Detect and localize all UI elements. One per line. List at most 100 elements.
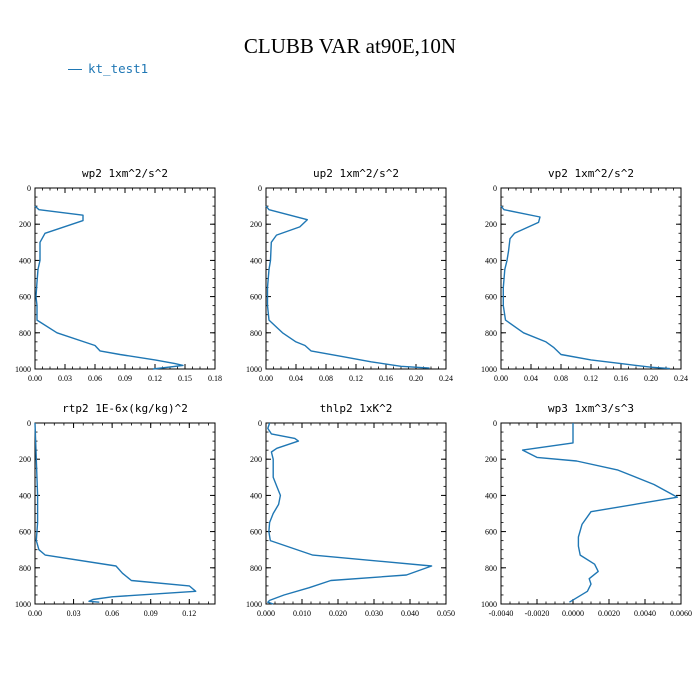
y-tick-label: 0 xyxy=(493,419,497,428)
y-tick-label: 400 xyxy=(485,491,497,500)
legend-label: kt_test1 xyxy=(88,61,149,76)
x-tick-label: 0.12 xyxy=(182,609,196,618)
x-tick-label: 0.12 xyxy=(349,374,363,383)
x-tick-label: 0.24 xyxy=(439,374,453,383)
y-tick-label: 800 xyxy=(250,329,262,338)
x-tick-label: 0.00 xyxy=(259,374,273,383)
x-tick-label: 0.09 xyxy=(118,374,132,383)
x-tick-label: 0.0040 xyxy=(634,609,656,618)
y-tick-label: 200 xyxy=(485,220,497,229)
x-tick-label: 0.00 xyxy=(28,374,42,383)
y-tick-label: 0 xyxy=(27,184,31,193)
subplot-1: wp2 1xm^2/s^2 0.00 0.03 0.06 0.09 0.12 0.15 0.1… xyxy=(15,167,222,383)
subplot-title: wp2 1xm^2/s^2 xyxy=(82,167,168,180)
y-tick-label: 400 xyxy=(19,256,31,265)
x-tick-label: 0.03 xyxy=(67,609,81,618)
x-tick-label: 0.16 xyxy=(614,374,628,383)
x-tick-label: 0.0020 xyxy=(598,609,620,618)
y-tick-label: 200 xyxy=(485,455,497,464)
y-tick-label: 600 xyxy=(19,293,31,302)
series-line xyxy=(265,205,430,369)
x-tick-label: 0.010 xyxy=(293,609,311,618)
series-line xyxy=(500,205,670,370)
x-tick-label: 0.0000 xyxy=(562,609,584,618)
y-tick-label: 1000 xyxy=(15,365,31,374)
x-tick-label: 0.08 xyxy=(554,374,568,383)
y-tick-label: 400 xyxy=(19,491,31,500)
y-tick-label: 600 xyxy=(485,293,497,302)
y-tick-label: 800 xyxy=(485,329,497,338)
x-tick-label: 0.020 xyxy=(329,609,347,618)
x-tick-label: 0.24 xyxy=(674,374,688,383)
y-tick-label: 200 xyxy=(19,455,31,464)
plot-frame xyxy=(34,422,216,605)
subplot-title: vp2 1xm^2/s^2 xyxy=(548,167,634,180)
y-tick-label: 400 xyxy=(250,491,262,500)
x-tick-label: 0.0060 xyxy=(670,609,692,618)
y-tick-label: 400 xyxy=(485,256,497,265)
y-tick-label: 200 xyxy=(19,220,31,229)
subplot-5: thlp2 1xK^2 0.000 0.010 0.020 0.030 0.040 0.05… xyxy=(246,402,455,618)
subplot-title: up2 1xm^2/s^2 xyxy=(313,167,399,180)
y-tick-label: 1000 xyxy=(15,600,31,609)
x-tick-label: 0.03 xyxy=(58,374,72,383)
x-tick-label: -0.0040 xyxy=(489,609,514,618)
y-tick-label: 1000 xyxy=(481,365,497,374)
x-tick-label: 0.04 xyxy=(289,374,303,383)
subplot-title: thlp2 1xK^2 xyxy=(320,402,393,415)
y-tick-label: 0 xyxy=(258,184,262,193)
y-tick-label: 1000 xyxy=(246,600,262,609)
y-tick-label: 600 xyxy=(250,528,262,537)
series-line xyxy=(34,422,197,603)
legend-line-swatch xyxy=(68,69,82,70)
x-tick-label: 0.06 xyxy=(88,374,102,383)
y-tick-label: 0 xyxy=(258,419,262,428)
subplot-2: up2 1xm^2/s^2 0.00 0.04 0.08 0.12 0.16 0.20 0.2… xyxy=(246,167,453,383)
y-tick-label: 1000 xyxy=(481,600,497,609)
plot-frame xyxy=(265,422,447,605)
x-tick-label: 0.00 xyxy=(28,609,42,618)
series-line xyxy=(34,205,184,370)
y-tick-label: 0 xyxy=(493,184,497,193)
plot-frame xyxy=(34,187,216,370)
y-tick-label: 0 xyxy=(27,419,31,428)
subplot-6: wp3 1xm^3/s^3 -0.0040 -0.0020 0.0000 0.0020 0… xyxy=(481,402,692,618)
subplot-title: rtp2 1E-6x(kg/kg)^2 xyxy=(62,402,188,415)
y-tick-label: 1000 xyxy=(246,365,262,374)
x-tick-label: 0.15 xyxy=(178,374,192,383)
x-tick-label: 0.09 xyxy=(144,609,158,618)
y-tick-label: 800 xyxy=(485,564,497,573)
x-tick-label: 0.06 xyxy=(105,609,119,618)
x-tick-label: 0.20 xyxy=(644,374,658,383)
x-tick-label: 0.000 xyxy=(257,609,275,618)
y-tick-label: 600 xyxy=(485,528,497,537)
x-tick-label: 0.04 xyxy=(524,374,538,383)
y-tick-label: 800 xyxy=(250,564,262,573)
y-tick-label: 800 xyxy=(19,564,31,573)
x-tick-label: 0.12 xyxy=(584,374,598,383)
x-tick-label: 0.12 xyxy=(148,374,162,383)
y-tick-label: 200 xyxy=(250,220,262,229)
x-tick-label: 0.20 xyxy=(409,374,423,383)
subplot-4: rtp2 1E-6x(kg/kg)^2 0.00 0.03 0.06 0.09 0.12 0… xyxy=(15,402,216,618)
y-tick-label: 600 xyxy=(250,293,262,302)
y-tick-label: 600 xyxy=(19,528,31,537)
y-tick-label: 200 xyxy=(250,455,262,464)
x-tick-label: 0.030 xyxy=(365,609,383,618)
series-line xyxy=(521,423,679,603)
x-tick-label: 0.050 xyxy=(437,609,455,618)
series-line xyxy=(267,422,433,605)
plot-frame xyxy=(265,187,447,370)
x-tick-label: 0.00 xyxy=(494,374,508,383)
x-tick-label: 0.08 xyxy=(319,374,333,383)
subplot-3: vp2 1xm^2/s^2 0.00 0.04 0.08 0.12 0.16 0.20 0.2… xyxy=(481,167,688,383)
y-tick-label: 800 xyxy=(19,329,31,338)
x-tick-label: -0.0020 xyxy=(525,609,550,618)
figure-title: CLUBB VAR at90E,10N xyxy=(243,34,457,58)
x-tick-label: 0.040 xyxy=(401,609,419,618)
x-tick-label: 0.16 xyxy=(379,374,393,383)
subplot-title: wp3 1xm^3/s^3 xyxy=(548,402,634,415)
x-tick-label: 0.18 xyxy=(208,374,222,383)
